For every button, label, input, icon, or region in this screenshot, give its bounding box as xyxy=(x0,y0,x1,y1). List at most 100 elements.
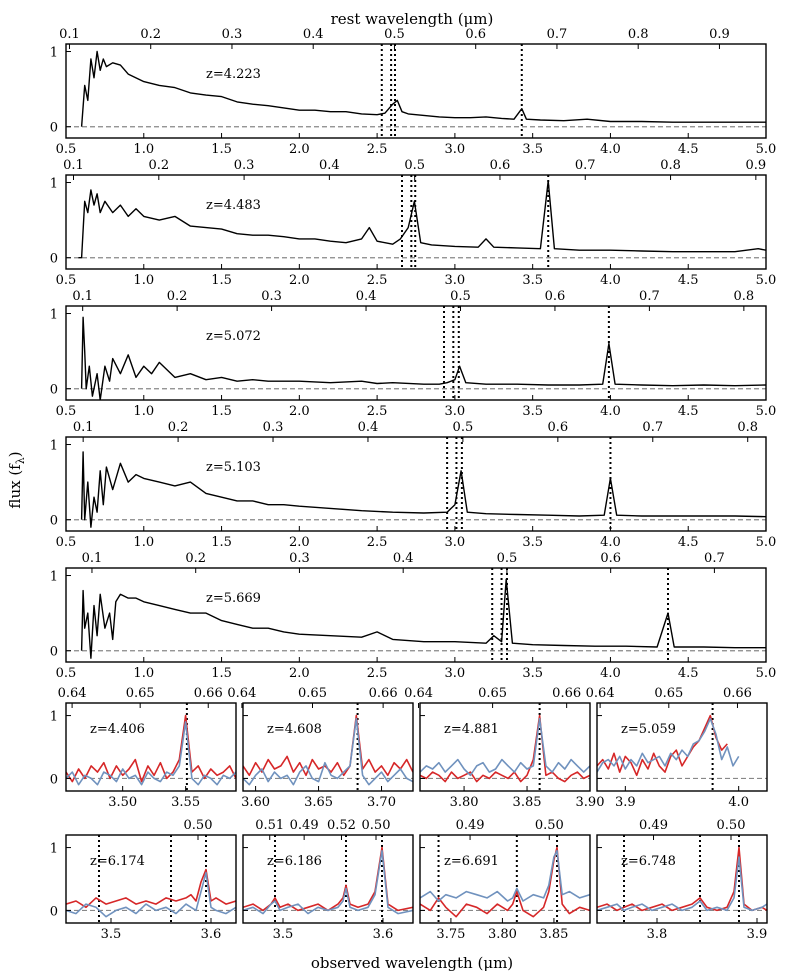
top-tick-label-0: 0.64 xyxy=(586,686,615,701)
top-tick-label-1: 0.50 xyxy=(535,818,564,833)
x-tick-label-1: 3.6 xyxy=(373,927,394,942)
top-tick-label-1: 0.65 xyxy=(126,686,155,701)
x-tick-label-5: 3.0 xyxy=(445,273,466,288)
top-tick-label-8: 0.9 xyxy=(709,27,730,42)
y-tick-label-1: 1 xyxy=(50,46,58,61)
top-tick-label-1: 0.65 xyxy=(298,686,327,701)
top-tick-label-1: 0.50 xyxy=(717,818,746,833)
series-blue-1 xyxy=(597,717,740,773)
redshift-label: z=5.103 xyxy=(206,460,261,475)
x-tick-label-5: 3.0 xyxy=(445,666,466,681)
y-tick-label-1: 1 xyxy=(50,439,58,454)
top-tick-label-0: 0.1 xyxy=(82,551,103,566)
top-tick-label-1: 0.65 xyxy=(654,686,683,701)
series-red-0 xyxy=(420,714,590,783)
series-blue-1 xyxy=(243,849,413,915)
top-tick-label-2: 0.66 xyxy=(194,686,223,701)
panel-z4: 3.9 4.0 0.64 0.65 0.66 z=5.059 xyxy=(586,686,768,810)
top-tick-label-0: 0.64 xyxy=(227,686,256,701)
plot-area xyxy=(66,568,766,662)
top-tick-label-3: 0.4 xyxy=(393,551,414,566)
top-tick-label-6: 0.7 xyxy=(642,420,663,435)
x-tick-label-7: 4.0 xyxy=(600,404,621,419)
series-blue-1 xyxy=(597,856,767,912)
plot-area xyxy=(66,437,766,531)
top-tick-label-3: 0.4 xyxy=(303,27,324,42)
x-tick-label-0: 3.9 xyxy=(615,795,636,810)
x-tick-label-4: 2.5 xyxy=(367,535,388,550)
top-tick-label-0: 0.1 xyxy=(59,27,80,42)
x-tick-label-6: 3.5 xyxy=(522,273,543,288)
x-tick-label-3: 2.0 xyxy=(289,273,310,288)
x-tick-label-8: 4.5 xyxy=(678,273,699,288)
top-tick-label-0: 0.50 xyxy=(184,818,213,833)
top-tick-label-3: 0.4 xyxy=(358,420,379,435)
x-tick-label-9: 5.0 xyxy=(756,273,777,288)
x-tick-label-0: 3.50 xyxy=(108,795,137,810)
top-tick-label-5: 0.6 xyxy=(465,27,486,42)
panel-big1: 0.5 1.0 1.5 2.0 2.5 3.0 3.5 4.0 4.5 5.0 0.1 0.2 0.3 0… xyxy=(50,27,777,157)
x-tick-label-1: 3.65 xyxy=(304,795,333,810)
x-tick-label-6: 3.5 xyxy=(522,142,543,157)
top-tick-label-1: 0.51 xyxy=(255,818,284,833)
x-tick-label-2: 1.5 xyxy=(211,142,232,157)
x-tick-label-4: 2.5 xyxy=(367,666,388,681)
top-tick-label-7: 0.8 xyxy=(628,27,649,42)
plot-area xyxy=(243,703,413,791)
series-flux-0 xyxy=(80,316,766,400)
x-tick-label-6: 3.5 xyxy=(522,666,543,681)
top-tick-label-1: 0.2 xyxy=(167,289,188,304)
top-tick-label-4: 0.5 xyxy=(497,551,518,566)
x-tick-label-1: 1.0 xyxy=(133,273,154,288)
redshift-label: z=4.483 xyxy=(206,198,261,213)
top-tick-label-3: 0.4 xyxy=(319,158,340,173)
x-tick-label-9: 5.0 xyxy=(756,535,777,550)
series-blue-1 xyxy=(243,717,413,786)
x-tick-label-4: 2.5 xyxy=(367,273,388,288)
top-tick-label-1: 0.65 xyxy=(478,686,507,701)
top-tick-label-1: 0.50 xyxy=(362,818,391,833)
plot-area xyxy=(66,175,766,269)
x-tick-label-1: 3.85 xyxy=(513,795,542,810)
x-tick-label-9: 5.0 xyxy=(756,666,777,681)
x-tick-label-0: 0.5 xyxy=(56,142,77,157)
plot-area xyxy=(420,703,590,791)
frame xyxy=(65,436,767,532)
x-tick-label-1: 1.0 xyxy=(133,666,154,681)
series-flux-0 xyxy=(80,451,766,528)
redshift-label: z=4.881 xyxy=(444,722,499,737)
redshift-label: z=4.223 xyxy=(206,67,261,82)
top-tick-label-0: 0.1 xyxy=(72,289,93,304)
redshift-label: z=5.669 xyxy=(206,591,261,606)
redshift-label: z=6.691 xyxy=(444,854,499,869)
x-tick-label-2: 3.70 xyxy=(367,795,396,810)
frame xyxy=(242,834,414,924)
plot-area xyxy=(66,44,766,138)
x-tick-label-0: 3.60 xyxy=(241,795,270,810)
frame xyxy=(65,174,767,270)
y-tick-label-0: 0 xyxy=(50,772,58,787)
top-tick-label-1: 0.2 xyxy=(185,551,206,566)
top-tick-label-5: 0.6 xyxy=(547,420,568,435)
redshift-label: z=6.174 xyxy=(90,854,145,869)
top-tick-label-6: 0.7 xyxy=(575,158,596,173)
y-tick-label-1: 1 xyxy=(50,710,58,725)
plot-area xyxy=(420,835,590,923)
x-tick-label-2: 1.5 xyxy=(211,273,232,288)
x-tick-label-0: 3.75 xyxy=(436,927,465,942)
x-tick-label-1: 4.0 xyxy=(728,795,749,810)
series-flux-0 xyxy=(80,578,766,659)
x-tick-label-1: 3.6 xyxy=(201,927,222,942)
redshift-label: z=6.748 xyxy=(621,854,676,869)
plot-area xyxy=(597,835,767,923)
x-tick-label-2: 3.85 xyxy=(539,927,568,942)
top-tick-label-0: 0.49 xyxy=(456,818,485,833)
x-tick-label-2: 1.5 xyxy=(211,404,232,419)
panels-group: 0.5 1.0 1.5 2.0 2.5 3.0 3.5 4.0 4.5 5.0 0.1 0.2 0.3 0… xyxy=(50,27,777,942)
frame xyxy=(419,702,591,792)
x-tick-label-7: 4.0 xyxy=(600,535,621,550)
panel-big4: 0.5 1.0 1.5 2.0 2.5 3.0 3.5 4.0 4.5 5.0 0.1 0.2 0.3 0… xyxy=(50,420,777,550)
x-tick-label-3: 2.0 xyxy=(289,666,310,681)
x-tick-label-2: 3.90 xyxy=(576,795,605,810)
